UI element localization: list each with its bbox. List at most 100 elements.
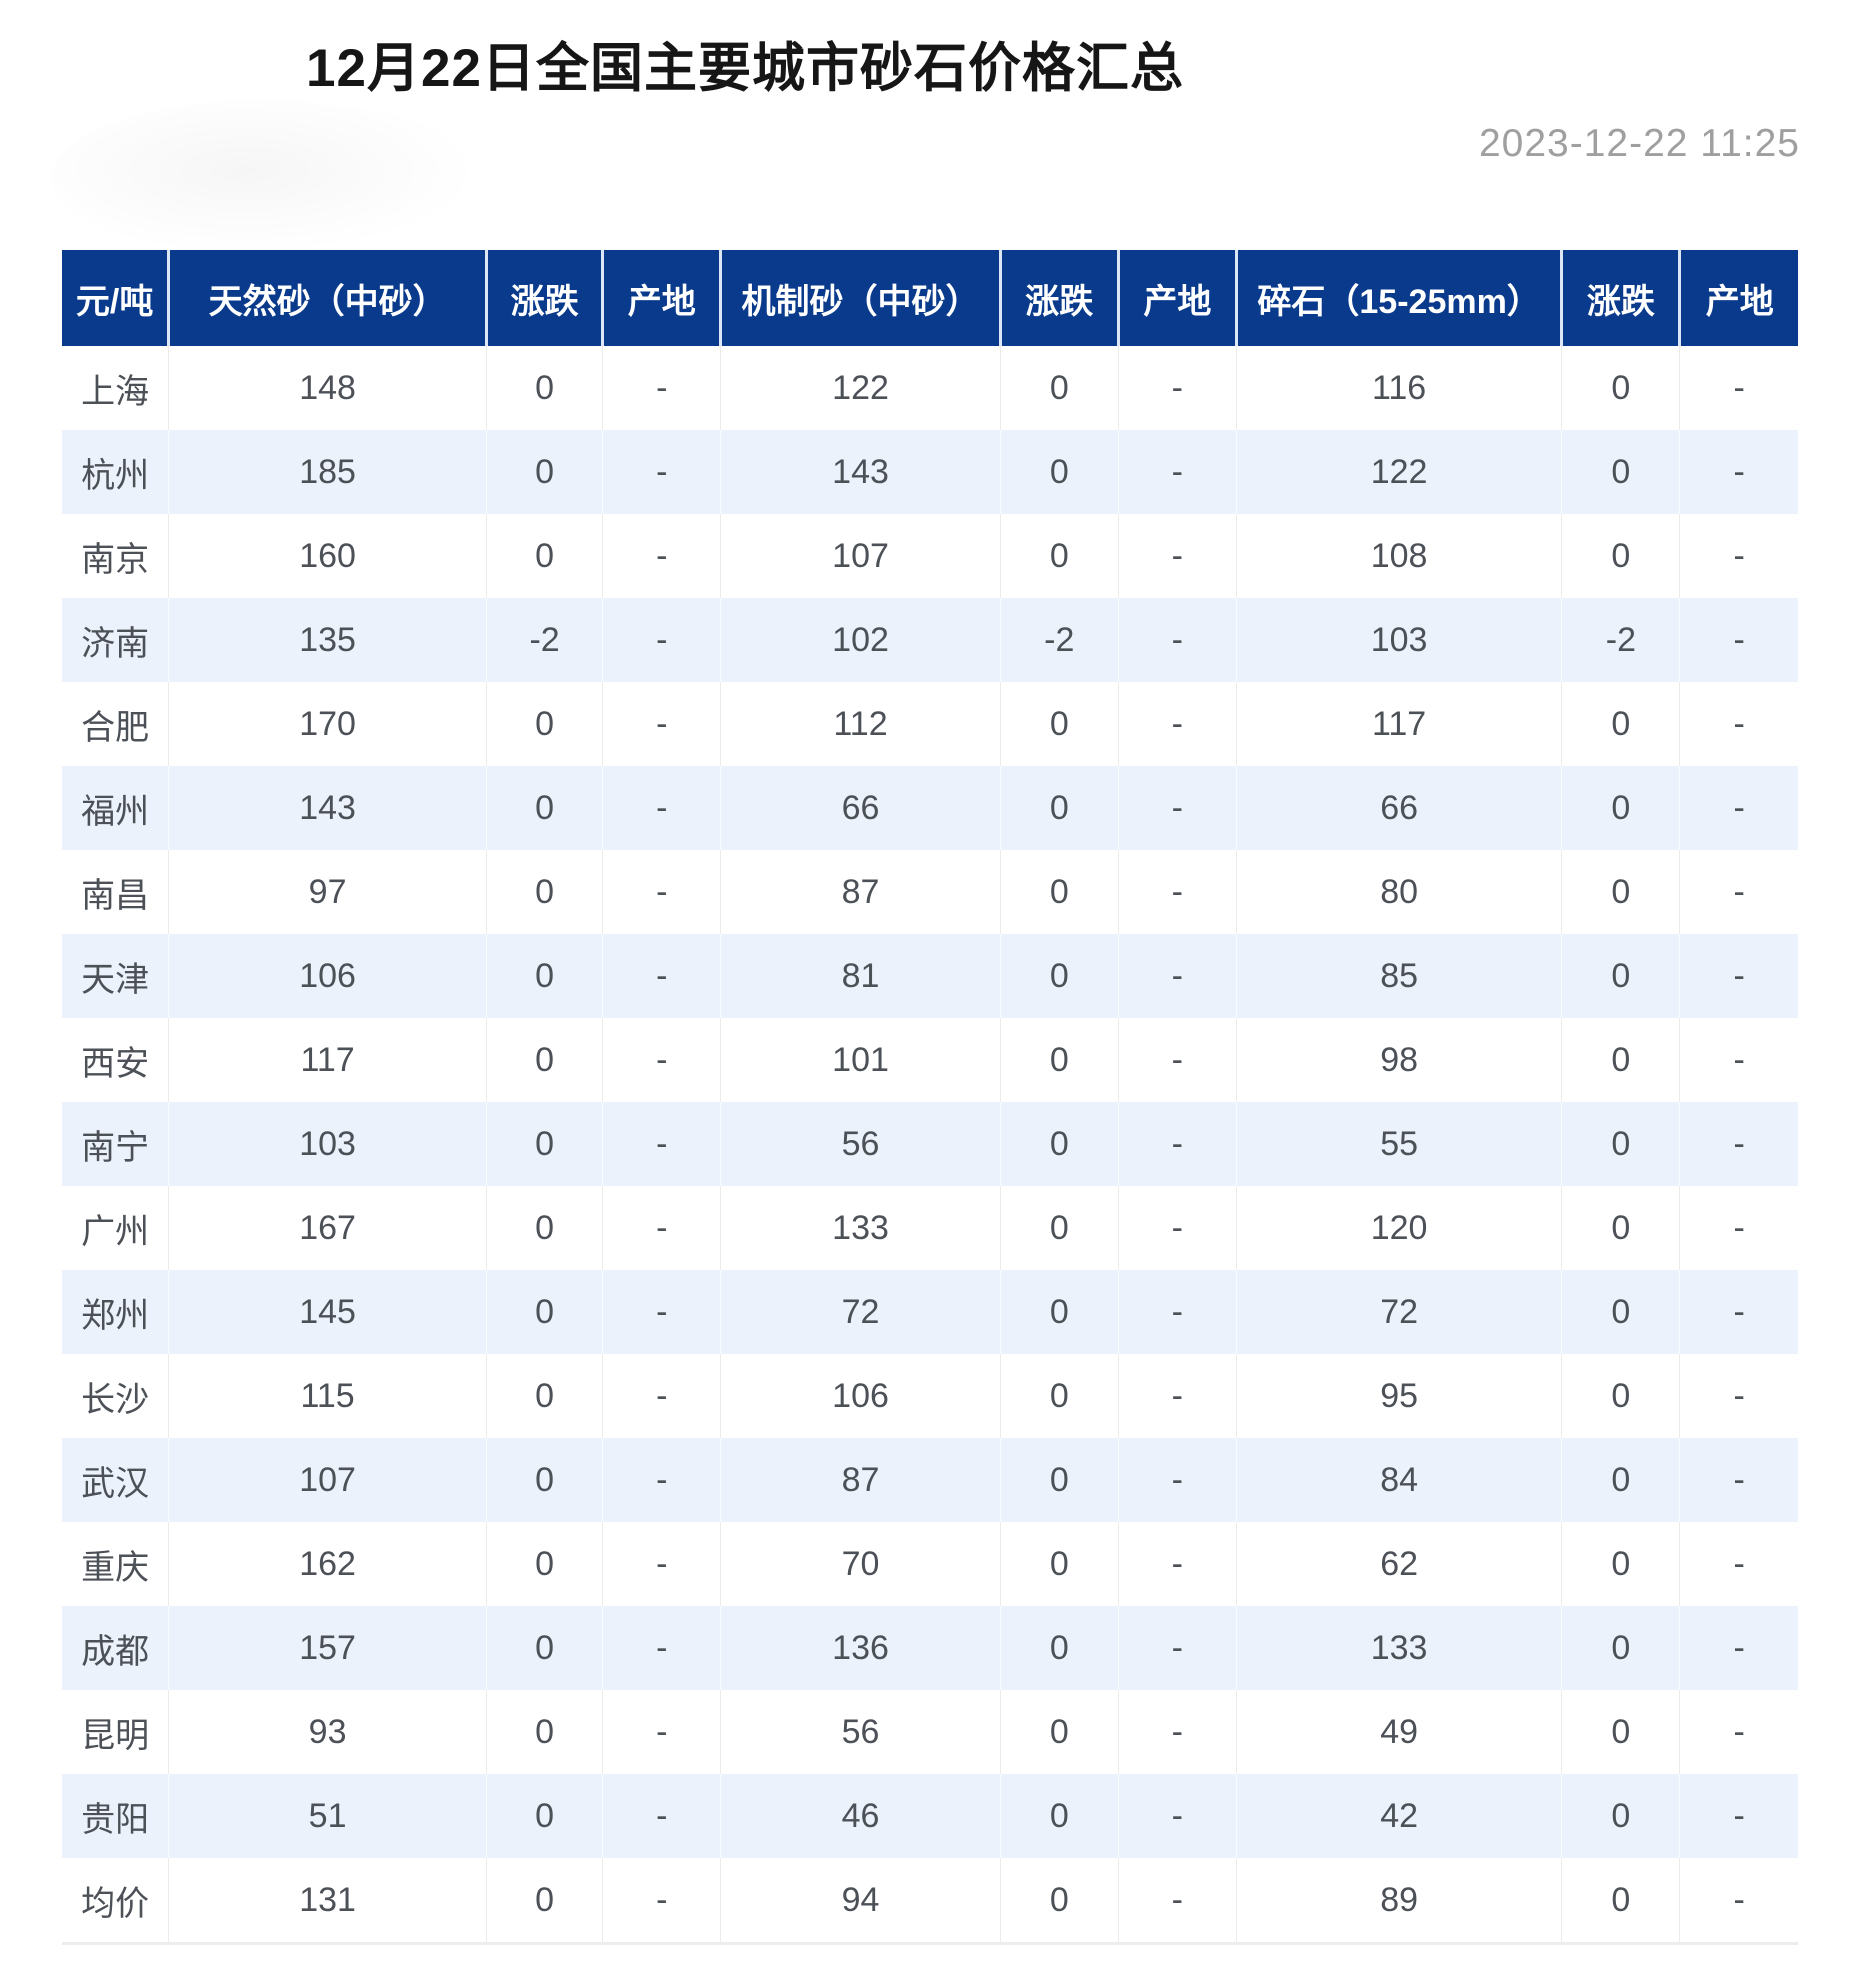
watermark bbox=[52, 100, 482, 255]
value-cell: - bbox=[1117, 1438, 1237, 1522]
value-cell: - bbox=[602, 850, 721, 934]
value-cell: 56 bbox=[720, 1102, 1001, 1186]
value-cell: 0 bbox=[1561, 1018, 1680, 1102]
value-cell: 122 bbox=[1235, 430, 1562, 514]
value-cell: 56 bbox=[720, 1690, 1001, 1774]
table-row: 杭州 185 0-143 0-122 0- bbox=[62, 430, 1798, 514]
value-cell: - bbox=[602, 766, 721, 850]
value-cell: 116 bbox=[1235, 346, 1562, 430]
value-cell: 0 bbox=[999, 1186, 1119, 1270]
value-cell: - bbox=[602, 1774, 721, 1858]
value-cell: 0 bbox=[999, 1270, 1119, 1354]
city-cell: 杭州 bbox=[62, 430, 169, 514]
value-cell: - bbox=[1679, 1354, 1798, 1438]
value-cell: 72 bbox=[720, 1270, 1001, 1354]
value-cell: - bbox=[602, 1354, 721, 1438]
value-cell: 143 bbox=[168, 766, 487, 850]
header-unit: 元/吨 bbox=[62, 250, 169, 346]
value-cell: - bbox=[602, 682, 721, 766]
table-row: 济南 135 -2-102 -2-103 -2- bbox=[62, 598, 1798, 682]
value-cell: - bbox=[1117, 1858, 1237, 1944]
value-cell: - bbox=[1679, 1858, 1798, 1944]
value-cell: 0 bbox=[485, 1522, 603, 1606]
value-cell: 93 bbox=[168, 1690, 487, 1774]
city-cell: 西安 bbox=[62, 1018, 169, 1102]
value-cell: 136 bbox=[720, 1606, 1001, 1690]
value-cell: - bbox=[1679, 766, 1798, 850]
table-row: 长沙 115 0-106 0-95 0- bbox=[62, 1354, 1798, 1438]
value-cell: - bbox=[1679, 598, 1798, 682]
value-cell: 103 bbox=[168, 1102, 487, 1186]
value-cell: 80 bbox=[1235, 850, 1562, 934]
city-cell: 贵阳 bbox=[62, 1774, 169, 1858]
value-cell: 157 bbox=[168, 1606, 487, 1690]
value-cell: 108 bbox=[1235, 514, 1562, 598]
value-cell: - bbox=[602, 1606, 721, 1690]
value-cell: 0 bbox=[1561, 346, 1680, 430]
value-cell: - bbox=[1679, 1606, 1798, 1690]
value-cell: 160 bbox=[168, 514, 487, 598]
value-cell: 85 bbox=[1235, 934, 1562, 1018]
value-cell: - bbox=[1117, 514, 1237, 598]
page-title: 12月22日全国主要城市砂石价格汇总 bbox=[306, 39, 1184, 98]
value-cell: 167 bbox=[168, 1186, 487, 1270]
city-cell: 重庆 bbox=[62, 1522, 169, 1606]
value-cell: 0 bbox=[1561, 1690, 1680, 1774]
value-cell: 106 bbox=[168, 934, 487, 1018]
city-cell: 均价 bbox=[62, 1858, 169, 1944]
value-cell: - bbox=[602, 598, 721, 682]
value-cell: - bbox=[602, 1102, 721, 1186]
table-row: 西安 117 0-101 0-98 0- bbox=[62, 1018, 1798, 1102]
value-cell: 0 bbox=[1561, 1186, 1680, 1270]
table-row: 昆明 93 0-56 0-49 0- bbox=[62, 1690, 1798, 1774]
city-cell: 上海 bbox=[62, 346, 169, 430]
value-cell: 72 bbox=[1235, 1270, 1562, 1354]
value-cell: 55 bbox=[1235, 1102, 1562, 1186]
value-cell: 0 bbox=[485, 1774, 603, 1858]
city-cell: 南昌 bbox=[62, 850, 169, 934]
value-cell: 112 bbox=[720, 682, 1001, 766]
value-cell: 97 bbox=[168, 850, 487, 934]
value-cell: - bbox=[1117, 850, 1237, 934]
value-cell: 0 bbox=[485, 1606, 603, 1690]
table-row: 南昌 97 0-87 0-80 0- bbox=[62, 850, 1798, 934]
value-cell: - bbox=[1117, 1186, 1237, 1270]
city-cell: 合肥 bbox=[62, 682, 169, 766]
value-cell: 0 bbox=[999, 934, 1119, 1018]
table-row: 郑州 145 0-72 0-72 0- bbox=[62, 1270, 1798, 1354]
value-cell: 0 bbox=[485, 346, 603, 430]
value-cell: 0 bbox=[1561, 514, 1680, 598]
table-row: 南宁 103 0-56 0-55 0- bbox=[62, 1102, 1798, 1186]
value-cell: 0 bbox=[999, 1522, 1119, 1606]
value-cell: - bbox=[1679, 934, 1798, 1018]
header-change-3: 涨跌 bbox=[1560, 250, 1680, 346]
table-row: 南京 160 0-107 0-108 0- bbox=[62, 514, 1798, 598]
value-cell: 170 bbox=[168, 682, 487, 766]
header-origin-1: 产地 bbox=[601, 250, 721, 346]
header-change-1: 涨跌 bbox=[484, 250, 603, 346]
value-cell: 0 bbox=[485, 1438, 603, 1522]
value-cell: - bbox=[602, 1438, 721, 1522]
header-origin-2: 产地 bbox=[1116, 250, 1237, 346]
value-cell: 49 bbox=[1235, 1690, 1562, 1774]
value-cell: - bbox=[1117, 1270, 1237, 1354]
value-cell: 0 bbox=[999, 1102, 1119, 1186]
value-cell: 102 bbox=[720, 598, 1001, 682]
table-row: 武汉 107 0-87 0-84 0- bbox=[62, 1438, 1798, 1522]
table-row: 重庆 162 0-70 0-62 0- bbox=[62, 1522, 1798, 1606]
value-cell: - bbox=[602, 1690, 721, 1774]
value-cell: - bbox=[1679, 1774, 1798, 1858]
value-cell: 98 bbox=[1235, 1018, 1562, 1102]
value-cell: - bbox=[1117, 598, 1237, 682]
value-cell: 0 bbox=[999, 1774, 1119, 1858]
value-cell: 87 bbox=[720, 1438, 1001, 1522]
value-cell: -2 bbox=[1561, 598, 1680, 682]
table-row: 合肥 170 0-112 0-117 0- bbox=[62, 682, 1798, 766]
value-cell: - bbox=[1679, 514, 1798, 598]
value-cell: - bbox=[1679, 682, 1798, 766]
table-header: 元/吨 天然砂（中砂） 涨跌 产地 机制砂（中砂） 涨跌 产地 碎石（15-25… bbox=[62, 250, 1798, 346]
value-cell: 0 bbox=[1561, 934, 1680, 1018]
value-cell: - bbox=[1679, 430, 1798, 514]
value-cell: - bbox=[602, 1186, 721, 1270]
value-cell: 0 bbox=[1561, 850, 1680, 934]
